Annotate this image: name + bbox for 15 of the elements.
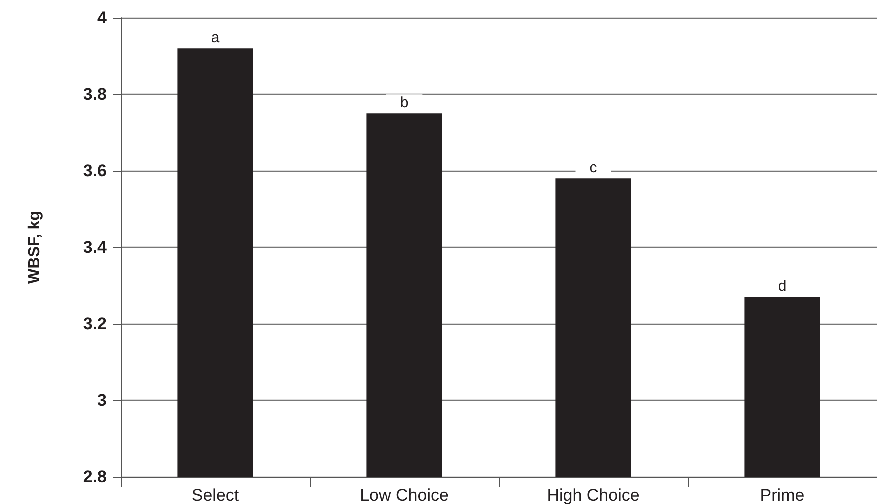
y-tick-label: 3.4	[83, 238, 108, 257]
annotation: a	[211, 30, 220, 47]
x-tick-label: Select	[192, 486, 240, 504]
y-tick-label: 3	[98, 391, 107, 410]
y-tick-label: 3.8	[83, 85, 107, 104]
x-tick-label: Low Choice	[360, 486, 449, 504]
y-axis-title: WBSF, kg	[26, 211, 44, 284]
annotation: d	[778, 278, 787, 296]
y-tick-label: 4	[98, 8, 108, 28]
x-tick-label: Prime	[760, 486, 805, 504]
y-tick-label: 3.6	[83, 162, 107, 180]
annotation: b	[400, 94, 409, 112]
annotation: c	[590, 160, 598, 177]
y-tick-label: 3.2	[83, 314, 107, 334]
y-tick-label: 2.8	[83, 468, 107, 486]
